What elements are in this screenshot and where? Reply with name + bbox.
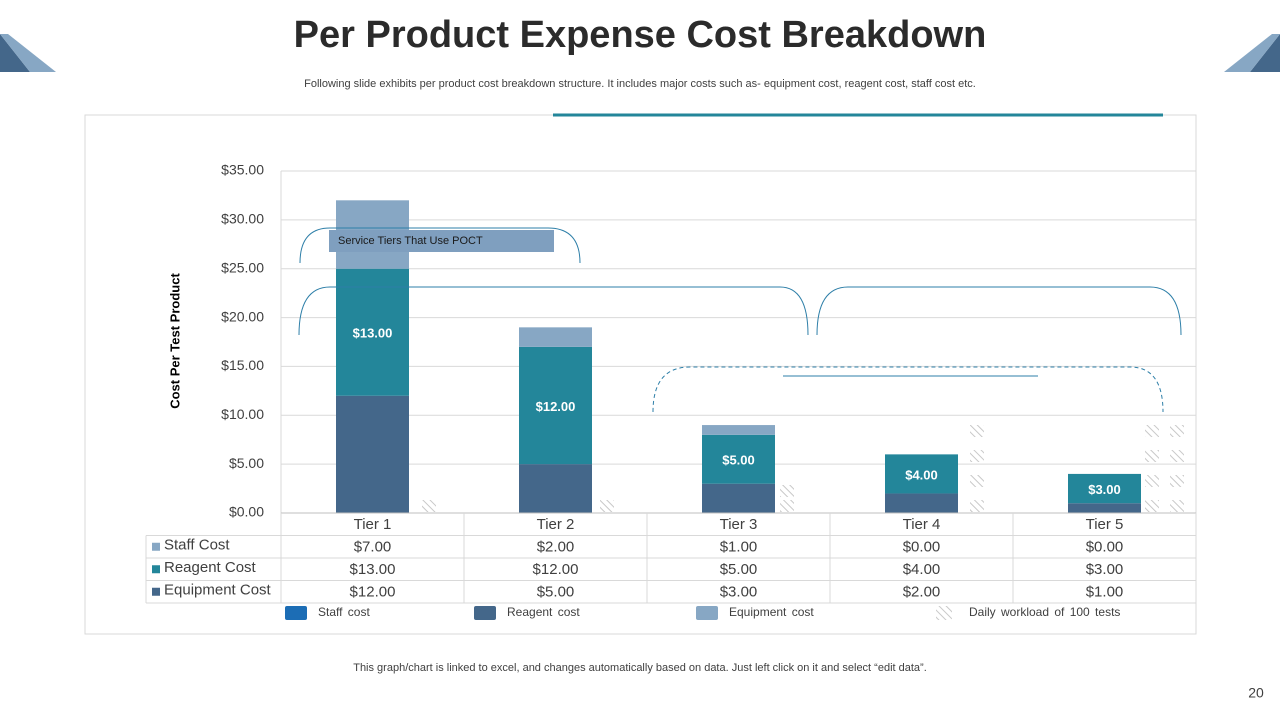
table-cell: $4.00 (903, 561, 941, 578)
hatch-decor (1145, 425, 1159, 437)
legend-key (152, 542, 160, 551)
bar-segment (702, 425, 775, 435)
legend-key (474, 606, 496, 620)
page-number: 20 (1248, 685, 1264, 701)
corner-decor (1224, 34, 1280, 72)
table-cell: $13.00 (350, 561, 396, 578)
table-cell: $0.00 (903, 539, 941, 556)
hatch-decor (970, 450, 984, 462)
bar-segment (885, 454, 958, 494)
title: Per Product Expense Cost Breakdown (294, 14, 987, 56)
table-cell: $1.00 (1086, 584, 1124, 601)
hatch-decor (780, 500, 794, 512)
hatch-decor (600, 500, 614, 512)
x-tick-label: Tier 1 (354, 516, 392, 533)
table-cell: $3.00 (1086, 561, 1124, 578)
chart-frame (84, 114, 1197, 635)
bar-segment (1068, 503, 1141, 513)
x-tick-label: Tier 3 (720, 516, 758, 533)
table-cell: $3.00 (720, 584, 758, 601)
bar-segment (702, 483, 775, 513)
bracket (816, 286, 1182, 336)
x-tick-label: Tier 5 (1086, 516, 1124, 533)
bracket (652, 366, 1164, 413)
y-tick-label: $0.00 (229, 504, 264, 520)
table-cell: $5.00 (720, 561, 758, 578)
legend-key (152, 587, 160, 596)
hatch-decor (780, 485, 794, 497)
bar-segment (519, 464, 592, 513)
y-tick-label: $35.00 (221, 162, 264, 178)
hatch-decor (422, 500, 436, 512)
data-label: $4.00 (905, 467, 938, 482)
legend-label: Staff cost (318, 605, 370, 619)
x-tick-label: Tier 2 (537, 516, 575, 533)
legend-label: Daily workload of 100 tests (969, 605, 1120, 619)
legend-key (285, 606, 307, 620)
data-label: $12.00 (536, 399, 576, 414)
hatch-decor (970, 500, 984, 512)
hatch-decor (1145, 475, 1159, 487)
legend-key (152, 565, 160, 574)
subtitle: Following slide exhibits per product cos… (304, 78, 976, 90)
footnote: This graph/chart is linked to excel, and… (353, 662, 927, 674)
y-tick-label: $15.00 (221, 357, 264, 373)
legend-label: Reagent Cost (164, 559, 257, 576)
y-axis-label: Cost Per Test Product (167, 273, 182, 409)
bracket (299, 227, 581, 264)
annotation-box (329, 230, 554, 252)
hatch-decor (1170, 450, 1184, 462)
bar-segment (885, 493, 958, 513)
legend-label: Equipment cost (729, 605, 814, 619)
legend-key (936, 606, 952, 620)
legend-label: Staff Cost (164, 537, 230, 554)
bar-segment (519, 327, 592, 347)
y-tick-label: $5.00 (229, 455, 264, 471)
data-label: $5.00 (722, 453, 755, 468)
bar-segment (519, 346, 592, 465)
corner-decor (0, 34, 56, 72)
y-tick-label: $25.00 (221, 259, 264, 275)
y-tick-label: $30.00 (221, 211, 264, 227)
legend-label: Equipment Cost (164, 582, 272, 599)
table-cell: $2.00 (537, 539, 575, 556)
hatch-decor (1170, 475, 1184, 487)
y-tick-label: $10.00 (221, 406, 264, 422)
y-tick-label: $20.00 (221, 308, 264, 324)
data-label: $13.00 (353, 326, 393, 341)
table-cell: $12.00 (350, 584, 396, 601)
hatch-decor (1170, 425, 1184, 437)
x-tick-label: Tier 4 (903, 516, 941, 533)
hatch-decor (1145, 450, 1159, 462)
table-cell: $0.00 (1086, 539, 1124, 556)
table-cell: $2.00 (903, 584, 941, 601)
hatch-decor (970, 425, 984, 437)
bar-segment (336, 268, 409, 396)
table-cell: $5.00 (537, 584, 575, 601)
hatch-decor (1145, 500, 1159, 512)
annotation: Service Tiers That Use POCT (338, 235, 483, 247)
hatch-decor (970, 475, 984, 487)
bar-segment (702, 434, 775, 484)
plot: $0.00 $5.00 $10.00 $15.00 $20.00 $25.00 $30.00… (145, 162, 1197, 620)
bracket (298, 286, 809, 336)
bar-segment (1068, 473, 1141, 504)
table-cell: $1.00 (720, 539, 758, 556)
legend-label: Reagent cost (507, 605, 580, 619)
data-label: $3.00 (1088, 482, 1121, 497)
bar-segment (336, 395, 409, 513)
table-cell: $12.00 (533, 561, 579, 578)
table-cell: $7.00 (354, 539, 392, 556)
hatch-decor (1170, 500, 1184, 512)
legend-key (696, 606, 718, 620)
